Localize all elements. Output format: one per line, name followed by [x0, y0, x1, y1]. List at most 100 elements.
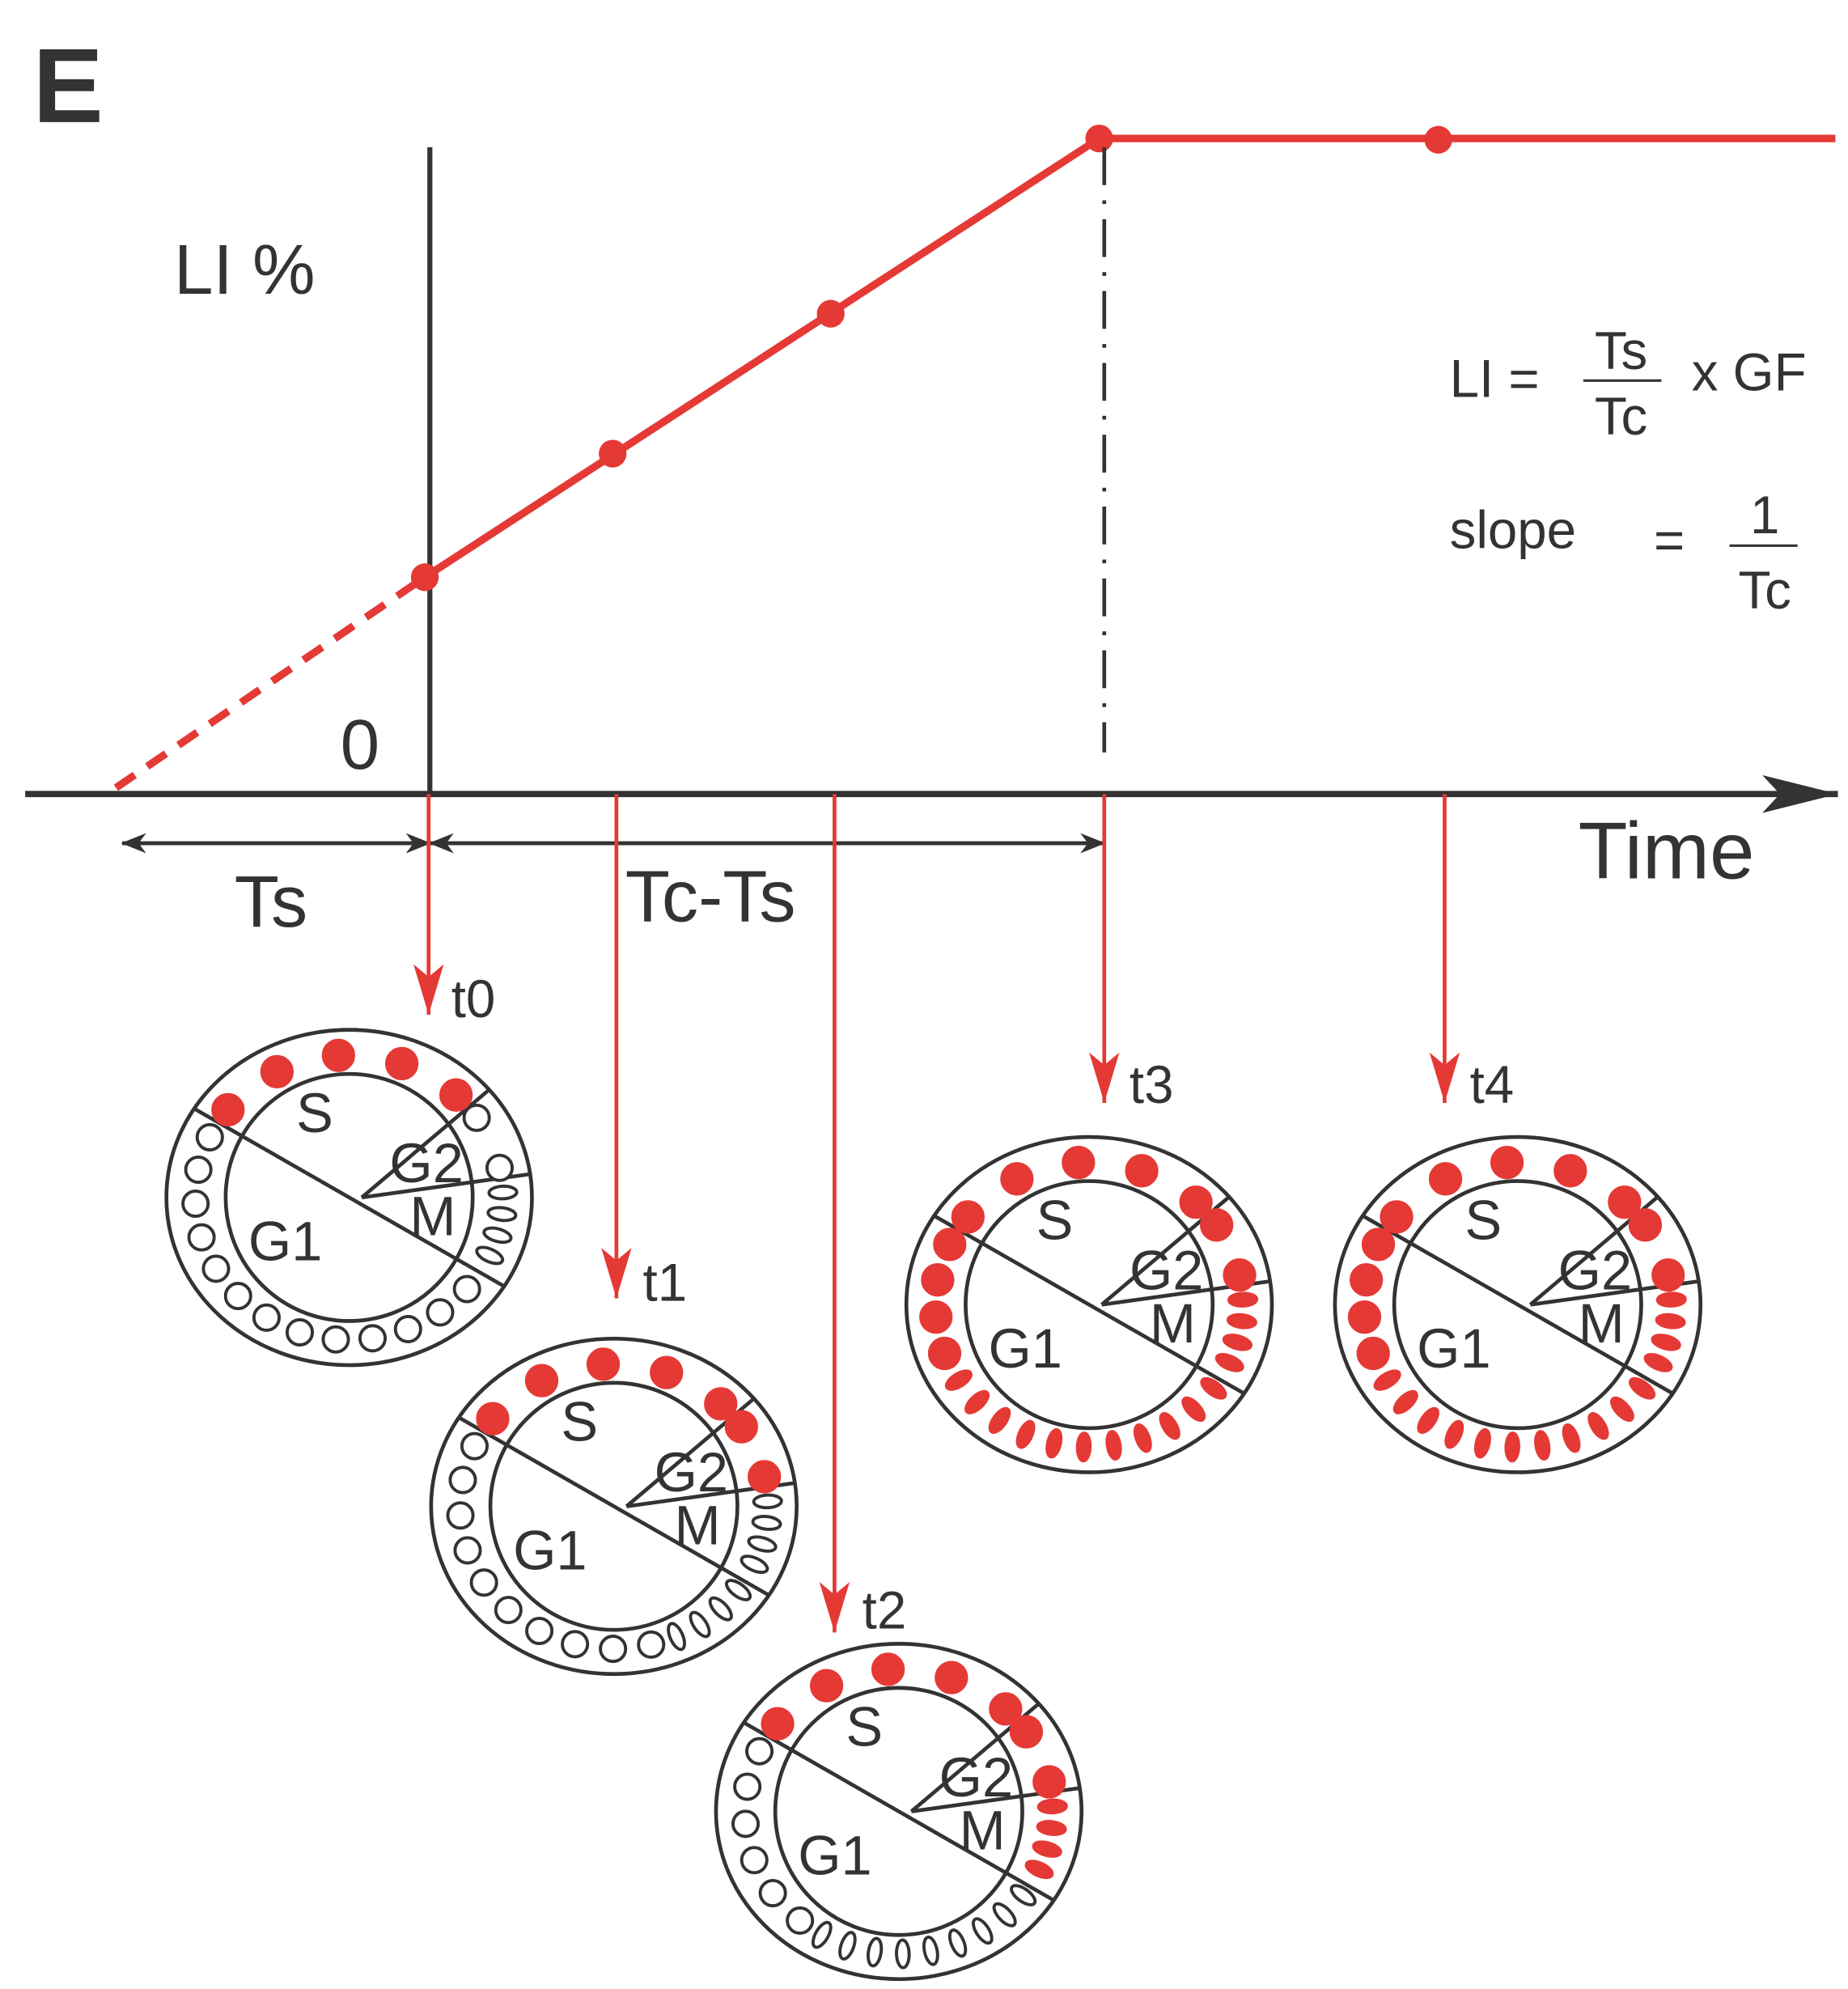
dividing-nucleus — [667, 1622, 686, 1652]
dividing-nucleus — [689, 1610, 711, 1639]
nucleus — [321, 1038, 355, 1072]
dividing-nucleus — [972, 1917, 994, 1945]
dividing-nucleus — [1629, 1376, 1656, 1400]
phase-label: G2 — [389, 1132, 463, 1194]
dividing-nucleus — [1010, 1884, 1037, 1906]
nucleus — [561, 1630, 590, 1659]
dividing-nucleus — [475, 1245, 505, 1266]
extrapolated-line — [113, 574, 427, 791]
cell-inner — [223, 1071, 475, 1323]
dividing-nucleus — [811, 1920, 833, 1949]
timepoint-label: t4 — [1470, 1055, 1515, 1114]
dividing-nucleus — [1651, 1334, 1681, 1351]
phase-label: G1 — [1417, 1317, 1490, 1380]
nucleus — [586, 1347, 621, 1381]
dividing-nucleus — [724, 1579, 752, 1601]
nucleus — [761, 1707, 795, 1741]
nucleus — [745, 1737, 774, 1766]
dividing-nucleus — [740, 1554, 769, 1575]
dividing-nucleus — [1610, 1396, 1634, 1423]
nucleus — [223, 1282, 252, 1311]
y-axis-label: LI % — [174, 231, 316, 309]
dividing-nucleus — [1643, 1352, 1673, 1372]
phase-divider — [743, 1720, 1055, 1902]
nucleus — [927, 1336, 962, 1371]
dividing-nucleus — [1214, 1352, 1244, 1372]
dividing-nucleus — [747, 1535, 778, 1553]
nucleus — [426, 1298, 455, 1327]
cell: S G2M G1 — [904, 1134, 1274, 1474]
nucleus — [252, 1303, 281, 1332]
cell: S G2M G1 — [429, 1336, 799, 1677]
nucleus — [921, 1263, 955, 1297]
dividing-nucleus — [1504, 1431, 1520, 1463]
phase-label: G2 — [939, 1746, 1013, 1809]
nucleus — [462, 1103, 491, 1132]
nucleus — [184, 1155, 213, 1185]
phase-divider — [457, 1415, 770, 1597]
nucleus — [460, 1431, 489, 1461]
formula-text: Tc — [1738, 561, 1791, 620]
phase-label: S — [1464, 1189, 1502, 1251]
nucleus — [524, 1363, 559, 1397]
nucleus — [525, 1616, 554, 1646]
dividing-nucleus — [1534, 1430, 1551, 1461]
formula-text: Tc — [1595, 387, 1647, 446]
dividing-nucleus — [1392, 1389, 1418, 1414]
cell-inner — [773, 1686, 1024, 1937]
nucleus — [935, 1660, 969, 1694]
dividing-nucleus — [1226, 1313, 1257, 1330]
nucleus — [201, 1254, 231, 1283]
dividing-nucleus — [1181, 1396, 1206, 1423]
nucleus — [933, 1228, 967, 1262]
phase-label: G2 — [655, 1441, 728, 1503]
phase-divider — [933, 1214, 1245, 1396]
nucleus — [1361, 1228, 1396, 1262]
nucleus — [650, 1355, 684, 1389]
nucleus — [260, 1054, 294, 1089]
dividing-nucleus — [1024, 1860, 1054, 1880]
nucleus — [951, 1200, 985, 1234]
nucleus — [485, 1153, 515, 1182]
nucleus — [637, 1630, 666, 1659]
nucleus — [1428, 1162, 1463, 1196]
formula-text: Ts — [1595, 321, 1647, 380]
curve-point — [1424, 125, 1452, 154]
nucleus — [1009, 1715, 1044, 1749]
nucleus — [494, 1596, 523, 1625]
phase-divider — [193, 1107, 506, 1288]
cell-inner — [964, 1179, 1215, 1431]
timepoint-label: t0 — [451, 969, 496, 1028]
dividing-nucleus — [867, 1936, 884, 1968]
nucleus — [453, 1536, 482, 1565]
formula-text: x GF — [1692, 343, 1807, 402]
nucleus — [1356, 1336, 1390, 1371]
cell: S G2M G1 — [164, 1028, 534, 1368]
dividing-nucleus — [486, 1206, 518, 1223]
dividing-nucleus — [988, 1406, 1011, 1435]
dividing-nucleus — [1032, 1840, 1062, 1858]
dividing-nucleus — [487, 1184, 519, 1201]
cell: S G2M G1 — [1333, 1134, 1703, 1474]
nucleus — [1125, 1154, 1159, 1188]
phase-label: M — [1579, 1292, 1625, 1355]
phase-label: M — [675, 1494, 721, 1556]
cell-inner — [1392, 1179, 1643, 1431]
curve-point — [816, 299, 845, 328]
dividing-nucleus — [1015, 1419, 1036, 1449]
nucleus — [989, 1692, 1023, 1726]
dividing-nucleus — [1655, 1291, 1687, 1308]
nucleus — [1608, 1185, 1642, 1219]
curve-point — [599, 439, 627, 468]
dividing-nucleus — [944, 1369, 973, 1391]
curve-point — [1085, 124, 1113, 153]
nucleus — [1349, 1263, 1384, 1297]
nucleus — [919, 1300, 953, 1334]
dividing-nucleus — [1373, 1369, 1401, 1391]
phase-label: S — [1036, 1189, 1074, 1251]
phase-label: M — [409, 1185, 456, 1248]
dividing-nucleus — [1222, 1334, 1253, 1351]
dividing-nucleus — [1587, 1412, 1609, 1440]
timepoint-label: t2 — [863, 1581, 907, 1640]
